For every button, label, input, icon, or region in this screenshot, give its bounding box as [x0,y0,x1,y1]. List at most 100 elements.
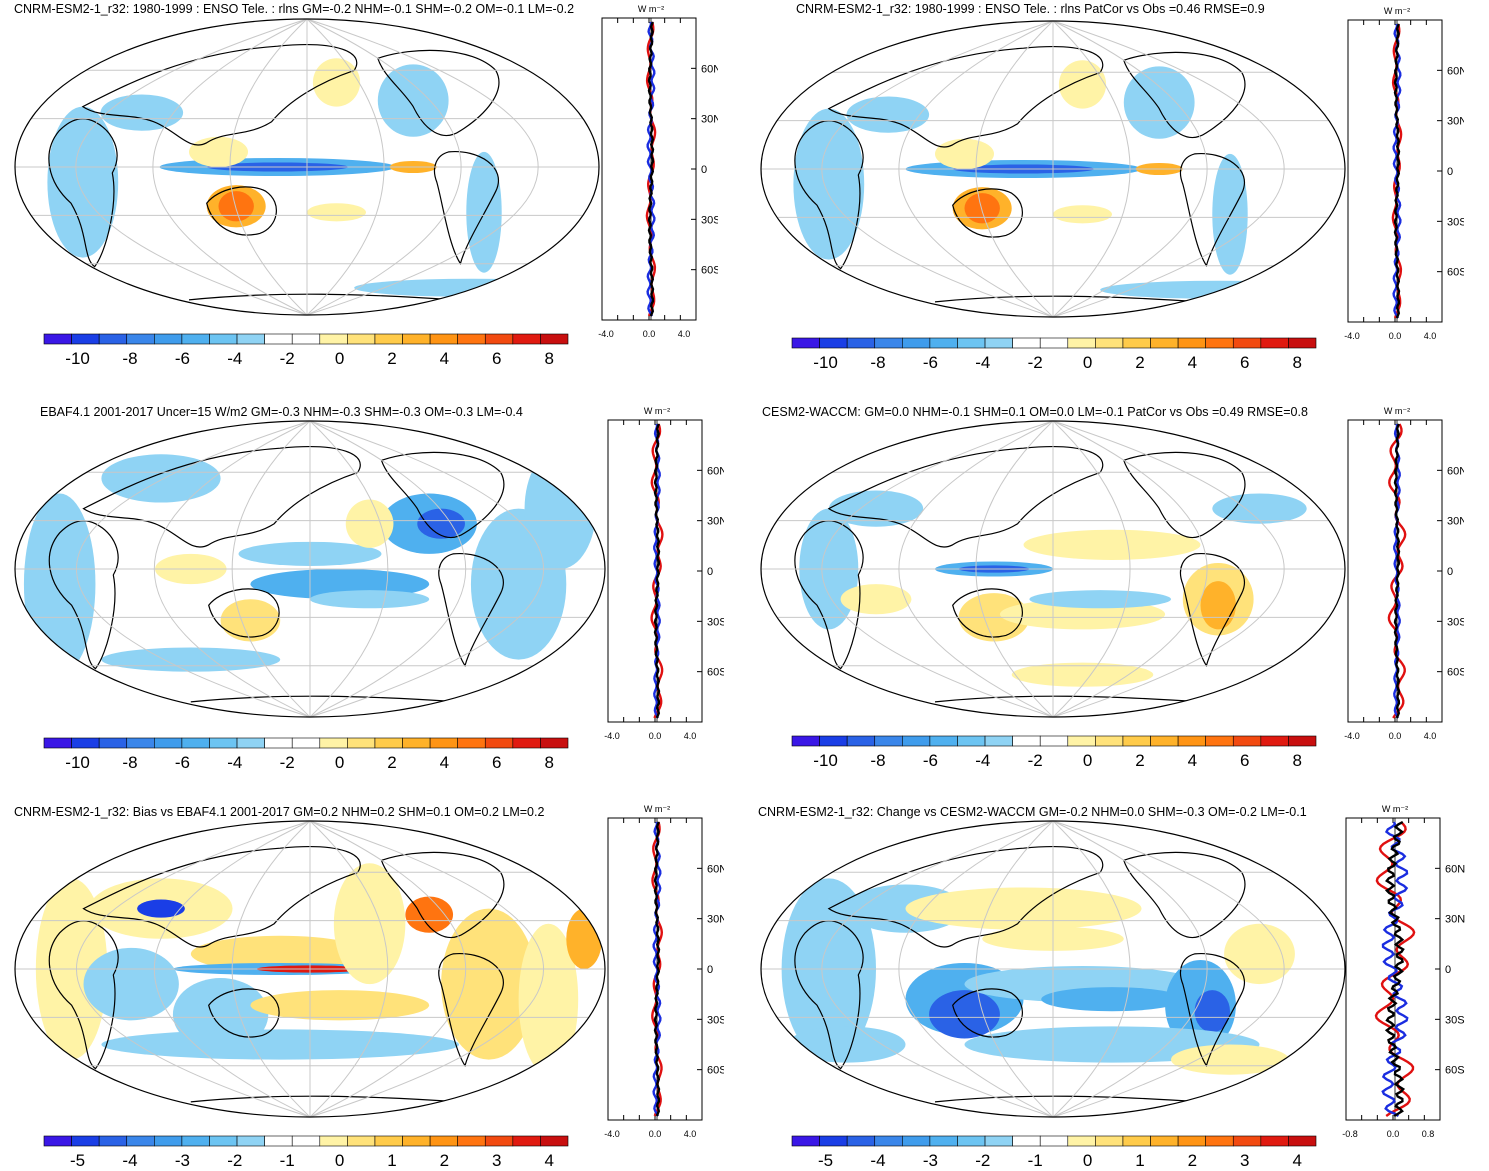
panel-1-map [14,18,600,316]
longitude-line [1052,20,1208,318]
colorbar-box [1122,1135,1151,1147]
colorbar-label: -1 [280,1151,295,1170]
continent-outline [1123,451,1246,538]
colorbar-box [874,735,903,747]
colorbar-box [319,1135,348,1147]
profile-x-label: 4.0 [678,329,691,339]
anomaly-patch [1100,280,1337,299]
panel-6-colorbar: -5-4-3-2-1012345 [791,1135,1317,1170]
colorbar-box [126,1135,155,1147]
colorbar-box [874,337,903,349]
anomaly-patch [929,990,1000,1039]
anomaly-patch [101,647,281,672]
colorbar-box [1067,735,1096,747]
colorbar-label: -4 [122,1151,137,1170]
profile-lat-label: 0 [707,964,713,976]
profile-lat-label: 60N [701,63,718,75]
colorbar-label: -1 [1028,1151,1043,1170]
colorbar-label: 0 [335,753,344,772]
colorbar-label: -3 [175,1151,190,1170]
continent-outline [380,851,505,938]
continent-outline [520,832,557,871]
continent-outline [952,588,1023,638]
colorbar-box [181,333,210,345]
anomaly-patch [190,935,370,973]
colorbar-box [540,1135,569,1147]
colorbar-box [429,333,458,345]
profile-lat-label: 60S [707,1065,724,1077]
panel-3-title: EBAF4.1 2001-2017 Uncer=15 W/m2 GM=-0.3 … [40,405,523,419]
continent-outline [520,432,557,471]
profile-lat-label: 0 [1447,166,1453,178]
profile-lat-label: 30N [701,114,718,126]
profile-series-red [1387,423,1407,719]
map-border [760,420,1346,718]
colorbar-box [347,737,376,749]
continent-outline [1260,32,1297,71]
panel-3-map [14,420,606,718]
anomaly-patch [1194,990,1230,1033]
colorbar-box [71,1135,100,1147]
anomaly-patch [840,584,912,615]
anomaly-patch [566,908,603,969]
colorbar-label: 6 [492,349,501,368]
colorbar-box [291,333,321,345]
colorbar-label: 4 [1292,1151,1301,1170]
profile-lat-label: 0 [701,164,707,176]
panel-5-colorbar: -5-4-3-2-1012345 [43,1135,569,1170]
profile-x-label: 0.8 [1422,1129,1435,1139]
graticule [15,820,605,1118]
map-border [760,20,1346,318]
colorbar-box [1150,1135,1179,1147]
longitude-line [75,820,311,1118]
anomaly-patch [101,454,221,503]
colorbar-label: 1 [1135,1151,1144,1170]
colorbar-box [1288,1135,1317,1147]
colorbar-box [1095,337,1124,349]
anomaly-patch [218,191,254,222]
profile-unit-label: W m⁻² [644,804,670,814]
longitude-line [306,18,385,316]
colorbar-label: 2 [387,753,396,772]
colorbar-box [1177,735,1206,747]
continent-outline [827,846,1104,948]
colorbar-label: -2 [280,753,295,772]
anomaly-patch [964,193,1000,224]
colorbar-label: -8 [122,753,137,772]
colorbar-label: 4 [544,1151,553,1170]
colorbar-box [929,337,958,349]
profile-unit-label: W m⁻² [1382,804,1408,814]
colorbar-box [236,333,265,345]
panel-5-map [14,820,606,1118]
continent-outline [514,30,551,69]
colorbar-box [819,1135,848,1147]
continent-outline [794,920,864,1070]
profile-lat-label: 30S [1447,616,1464,628]
colorbar-label: 8 [1292,353,1301,372]
profile-lat-label: 30N [1447,116,1464,128]
colorbar-label: 2 [1135,751,1144,770]
longitude-line [75,420,311,718]
continent-outline [827,46,1104,148]
colorbar-label: -6 [923,751,938,770]
continent-outline [82,446,361,548]
map-border [14,820,606,1118]
colorbar-box [1095,1135,1124,1147]
colorbar-box [291,1135,321,1147]
panel-3-zonal-profile: W m⁻² 60N 30N 0 30S 60S -4.0 0.0 4.0 [604,406,724,741]
anomaly-patch [466,151,502,273]
colorbar-box [1232,735,1262,747]
colorbar-box [402,737,431,749]
anomaly-patch [47,106,119,258]
anomaly-patch [935,138,994,169]
longitude-line [1052,20,1131,318]
colorbar-box [1039,1135,1069,1147]
colorbar-box [1232,1135,1262,1147]
colorbar-box [319,737,348,749]
profile-series-red [1374,821,1416,1117]
longitude-line [821,20,1054,318]
panel-2-map [760,20,1346,318]
colorbar-label: -2 [1028,751,1043,770]
colorbar-box [1039,735,1069,747]
anomaly-patch [1212,153,1248,275]
